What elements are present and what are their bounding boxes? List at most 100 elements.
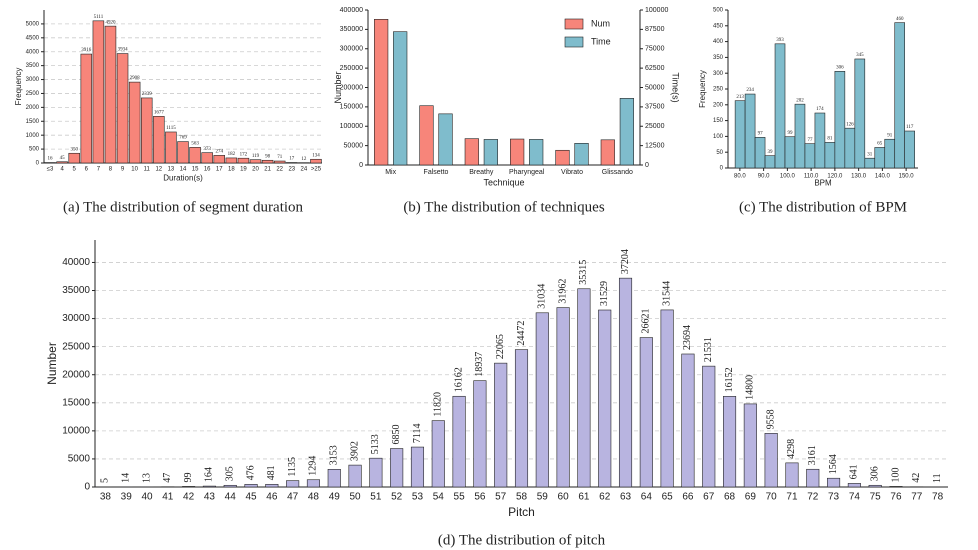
y-tick-label: 150000 — [340, 104, 363, 111]
data-label: 31544 — [661, 281, 672, 306]
x-tick-label: Vibrato — [561, 169, 583, 176]
bar — [743, 403, 757, 488]
y-tick-label: 4500 — [26, 35, 40, 41]
x-tick-label: 70 — [766, 492, 778, 503]
bar — [854, 58, 866, 169]
x-tick-label: 17 — [216, 167, 223, 173]
x-axis-title: Technique — [483, 178, 524, 188]
data-label: 37204 — [620, 249, 631, 274]
data-label: 23694 — [682, 325, 693, 350]
bar — [785, 462, 799, 488]
bar — [68, 152, 80, 164]
bar — [261, 159, 274, 164]
x-tick-label: 52 — [391, 492, 403, 503]
data-label: 182 — [228, 152, 236, 157]
bar — [868, 484, 882, 488]
bar — [104, 25, 117, 164]
data-label: 234 — [746, 88, 754, 93]
y-tick-label: 10000 — [62, 426, 90, 437]
data-label: 2908 — [130, 76, 141, 81]
data-label: 5111 — [94, 15, 104, 20]
bar — [177, 141, 189, 164]
x-tick-label: 39 — [121, 492, 133, 503]
bar — [510, 138, 525, 166]
bar — [555, 149, 570, 166]
data-label: 5 — [100, 478, 111, 483]
bar — [249, 159, 262, 164]
y-tick-label: 300 — [713, 71, 724, 77]
data-label: 11 — [932, 473, 943, 483]
x-tick-label: 20 — [252, 167, 259, 173]
x-tick-label: 62 — [599, 492, 611, 503]
x-tick-label: 130.0 — [851, 174, 867, 180]
y-tick-label: 350 — [713, 55, 724, 61]
bar — [827, 477, 841, 488]
data-label: 9558 — [765, 409, 776, 429]
data-label: 42 — [911, 473, 922, 483]
bar — [754, 137, 766, 169]
data-label: 31529 — [599, 281, 610, 306]
bar — [56, 161, 68, 164]
y-tick-label: 50 — [716, 150, 723, 156]
data-label: 91 — [887, 133, 893, 138]
data-label: 3161 — [807, 445, 818, 465]
data-label: 71 — [277, 155, 283, 160]
y-axis-title: Frequency — [14, 68, 23, 106]
x-tick-label: 22 — [276, 167, 283, 173]
x-tick-label: 15 — [192, 167, 199, 173]
bar — [764, 155, 776, 169]
x-tick-label: 8 — [109, 167, 113, 173]
data-label: 22065 — [495, 334, 506, 359]
data-label: 21531 — [703, 337, 714, 362]
y-tick-label: 400000 — [340, 7, 363, 14]
x-tick-label: 48 — [308, 492, 320, 503]
x-tick-label: 41 — [162, 492, 174, 503]
y-tick-label: 1500 — [26, 119, 40, 125]
y-tick-label: 25000 — [62, 341, 90, 352]
x-tick-label: 23 — [288, 167, 295, 173]
y-tick-label: 350000 — [340, 26, 363, 33]
x-tick-label: ≤3 — [47, 167, 54, 173]
y-tick-label: 15000 — [62, 397, 90, 408]
legend-swatch — [564, 18, 584, 30]
data-label: 1294 — [308, 456, 319, 476]
data-label: 126 — [846, 122, 854, 127]
x-tick-label: 61 — [578, 492, 590, 503]
data-label: 1135 — [287, 457, 298, 477]
y2-tick-label: 62500 — [645, 65, 665, 72]
bar — [577, 288, 591, 488]
data-label: 174 — [816, 107, 824, 112]
bar — [806, 468, 820, 488]
x-tick-label: 10 — [131, 167, 138, 173]
x-tick-label: 46 — [266, 492, 278, 503]
y-tick-label: 400 — [713, 39, 724, 45]
x-tick-label: 72 — [807, 492, 819, 503]
bar — [884, 138, 896, 169]
bar — [225, 157, 238, 164]
x-tick-label: 120.0 — [827, 174, 843, 180]
bar — [393, 31, 408, 166]
data-label: 117 — [906, 125, 914, 130]
bar — [904, 130, 915, 169]
data-label: 119 — [252, 154, 260, 159]
data-label: 460 — [896, 17, 904, 22]
y-tick-label: 150 — [713, 118, 724, 124]
x-tick-label: 49 — [329, 492, 341, 503]
data-label: 476 — [245, 465, 256, 480]
data-label: 31 — [867, 152, 873, 157]
bar — [473, 380, 487, 488]
x-tick-label: 11 — [144, 167, 151, 173]
data-label: 3934 — [118, 48, 129, 53]
x-tick-label: 4 — [60, 167, 64, 173]
x-tick-label: 38 — [100, 492, 112, 503]
y-tick-label: 2500 — [26, 91, 40, 97]
bar — [80, 53, 93, 164]
y-axis-title: Number — [45, 342, 59, 385]
data-label: 65 — [877, 142, 883, 147]
x-tick-label: 65 — [662, 492, 674, 503]
bar — [723, 396, 737, 488]
data-label: 24472 — [516, 321, 527, 346]
bar — [681, 353, 695, 488]
data-label: 4298 — [786, 439, 797, 459]
